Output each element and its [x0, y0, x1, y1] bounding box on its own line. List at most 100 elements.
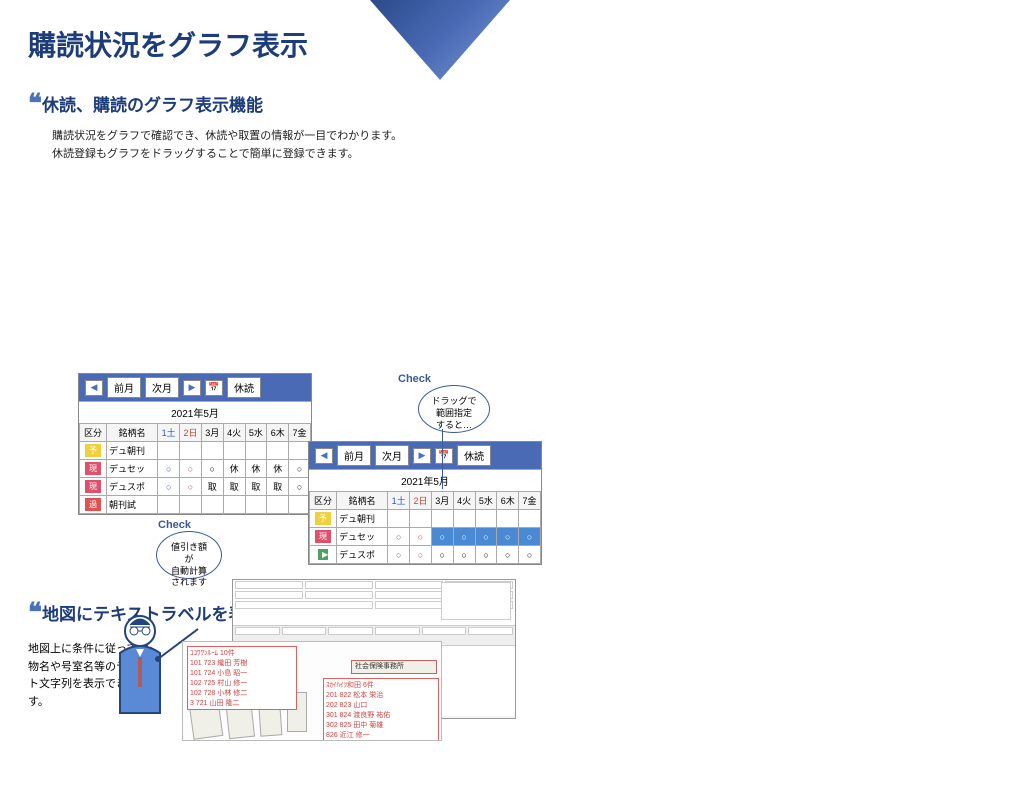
day-cell[interactable]	[180, 496, 202, 514]
day-cell[interactable]: ○	[388, 546, 410, 564]
map-room-row: 102 725 村山 修一	[190, 678, 294, 688]
next-arrow-icon[interactable]: ▶	[183, 380, 201, 396]
day-cell[interactable]	[201, 442, 223, 460]
day-cell[interactable]: 取	[201, 478, 223, 496]
category-badge: 過	[80, 496, 107, 514]
table-row: 現デュセッ○○○○○○○	[310, 528, 541, 546]
map-label-building-2: ｽｶｲﾊｲﾂ和田 6件 201 822 松本 栄治202 823 山口301 8…	[323, 678, 439, 741]
day-cell[interactable]: ○	[410, 528, 432, 546]
day-cell[interactable]: ○	[519, 528, 541, 546]
prev-month-button[interactable]: 前月	[337, 445, 371, 466]
bubble-text: 範囲指定	[429, 408, 479, 420]
day-cell[interactable]	[475, 510, 497, 528]
day-cell[interactable]	[453, 510, 475, 528]
day-cell[interactable]	[158, 442, 180, 460]
calendar-header-cell: 4火	[453, 492, 475, 510]
brand-name-cell: デュスポ	[336, 546, 387, 564]
day-cell[interactable]: 取	[223, 478, 245, 496]
day-cell[interactable]: 休	[267, 460, 289, 478]
calendar-header-cell: 7金	[289, 424, 311, 442]
day-cell[interactable]: ○	[388, 528, 410, 546]
calendar-header-cell: 5水	[475, 492, 497, 510]
next-month-button[interactable]: 次月	[145, 377, 179, 398]
suspend-button[interactable]: 休読	[227, 377, 261, 398]
day-cell[interactable]	[519, 510, 541, 528]
day-cell[interactable]	[223, 442, 245, 460]
category-badge: 予	[310, 510, 337, 528]
brand-name-cell: デュ朝刊	[106, 442, 157, 460]
table-row: 予デュ朝刊	[80, 442, 311, 460]
day-cell[interactable]: ○	[180, 478, 202, 496]
day-cell[interactable]	[410, 510, 432, 528]
day-cell[interactable]: 休	[245, 460, 267, 478]
day-cell[interactable]: ○	[431, 528, 453, 546]
day-cell[interactable]: 取	[267, 478, 289, 496]
calendar-toolbar: ◀ 前月 次月 ▶ 📅 休読	[79, 374, 311, 401]
quote-icon: ❝	[28, 599, 36, 625]
calendar-header-cell: 区分	[310, 492, 337, 510]
day-cell[interactable]	[245, 496, 267, 514]
brand-name-cell: 朝刊試	[106, 496, 157, 514]
day-cell[interactable]	[180, 442, 202, 460]
day-cell[interactable]	[388, 510, 410, 528]
subscription-table: 区分銘柄名1土2日3月4火5水6木7金 予デュ朝刊現デュセッ○○○休休休○現デュ…	[79, 423, 311, 514]
map-room-row: 101 724 小島 昭一	[190, 668, 294, 678]
calendar-panel-before: ◀ 前月 次月 ▶ 📅 休読 2021年5月 区分銘柄名1土2日3月4火5水6木…	[78, 373, 312, 515]
day-cell[interactable]: ○	[475, 528, 497, 546]
day-cell[interactable]: ○	[497, 546, 519, 564]
day-cell[interactable]	[201, 496, 223, 514]
day-cell[interactable]	[223, 496, 245, 514]
page-title: 購読状況をグラフ表示	[28, 24, 995, 64]
prev-arrow-icon[interactable]: ◀	[315, 448, 333, 464]
calendar-header-cell: 1土	[158, 424, 180, 442]
callout-bubble-drag: ドラッグで 範囲指定 すると…	[418, 385, 490, 433]
bubble-text: 自動計算	[167, 566, 211, 578]
day-cell[interactable]: ○	[519, 546, 541, 564]
category-badge: 現	[80, 478, 107, 496]
mini-calendar	[441, 582, 511, 620]
calendar-header-cell: 3月	[201, 424, 223, 442]
calendar-header-cell: 7金	[519, 492, 541, 510]
day-cell[interactable]: ○	[453, 546, 475, 564]
calendar-header-cell: 1土	[388, 492, 410, 510]
day-cell[interactable]	[245, 442, 267, 460]
day-cell[interactable]: ○	[158, 478, 180, 496]
category-badge: 現	[310, 528, 337, 546]
prev-arrow-icon[interactable]: ◀	[85, 380, 103, 396]
day-cell[interactable]	[158, 496, 180, 514]
calendar-icon[interactable]: 📅	[205, 380, 223, 396]
calendar-icon[interactable]: 📅	[435, 448, 453, 464]
day-cell[interactable]: 取	[245, 478, 267, 496]
brand-name-cell: デュセッ	[106, 460, 157, 478]
check-label: Check	[158, 519, 191, 531]
prev-month-button[interactable]: 前月	[107, 377, 141, 398]
day-cell[interactable]	[431, 510, 453, 528]
day-cell[interactable]	[497, 510, 519, 528]
calendar-header-cell: 6木	[497, 492, 519, 510]
quote-icon: ❝	[28, 90, 36, 116]
bubble-text: ドラッグで	[429, 396, 479, 408]
section-desc-line: 購読状況をグラフで確認でき、休読や取置の情報が一目でわかります。	[52, 128, 995, 146]
day-cell[interactable]	[267, 442, 289, 460]
day-cell[interactable]: ○	[201, 460, 223, 478]
day-cell[interactable]: ○	[431, 546, 453, 564]
next-month-button[interactable]: 次月	[375, 445, 409, 466]
map-room-row: 201 822 松本 栄治	[326, 690, 436, 700]
suspend-button[interactable]: 休読	[457, 445, 491, 466]
map-screenshot: ｺｺﾜﾜﾝﾙｰﾑ 10件 101 723 織田 芳樹101 724 小島 昭一1…	[182, 641, 442, 741]
calendar-toolbar: ◀ 前月 次月 ▶ 📅 休読	[309, 442, 541, 469]
day-cell[interactable]: ○	[497, 528, 519, 546]
day-cell[interactable]: ○	[180, 460, 202, 478]
day-cell[interactable]: ○	[475, 546, 497, 564]
map-room-row: 301 824 渡良野 祐佑	[326, 710, 436, 720]
day-cell[interactable]: 休	[223, 460, 245, 478]
map-room-row: 826 近江 修一	[326, 730, 436, 740]
subscription-table: 区分銘柄名1土2日3月4火5水6木7金 予デュ朝刊現デュセッ○○○○○○○▶デュ…	[309, 491, 541, 564]
day-cell[interactable]	[267, 496, 289, 514]
month-label: 2021年5月	[309, 469, 541, 491]
day-cell[interactable]: ○	[453, 528, 475, 546]
table-row: 予デュ朝刊	[310, 510, 541, 528]
next-arrow-icon[interactable]: ▶	[413, 448, 431, 464]
day-cell[interactable]: ○	[158, 460, 180, 478]
day-cell[interactable]: ○	[410, 546, 432, 564]
